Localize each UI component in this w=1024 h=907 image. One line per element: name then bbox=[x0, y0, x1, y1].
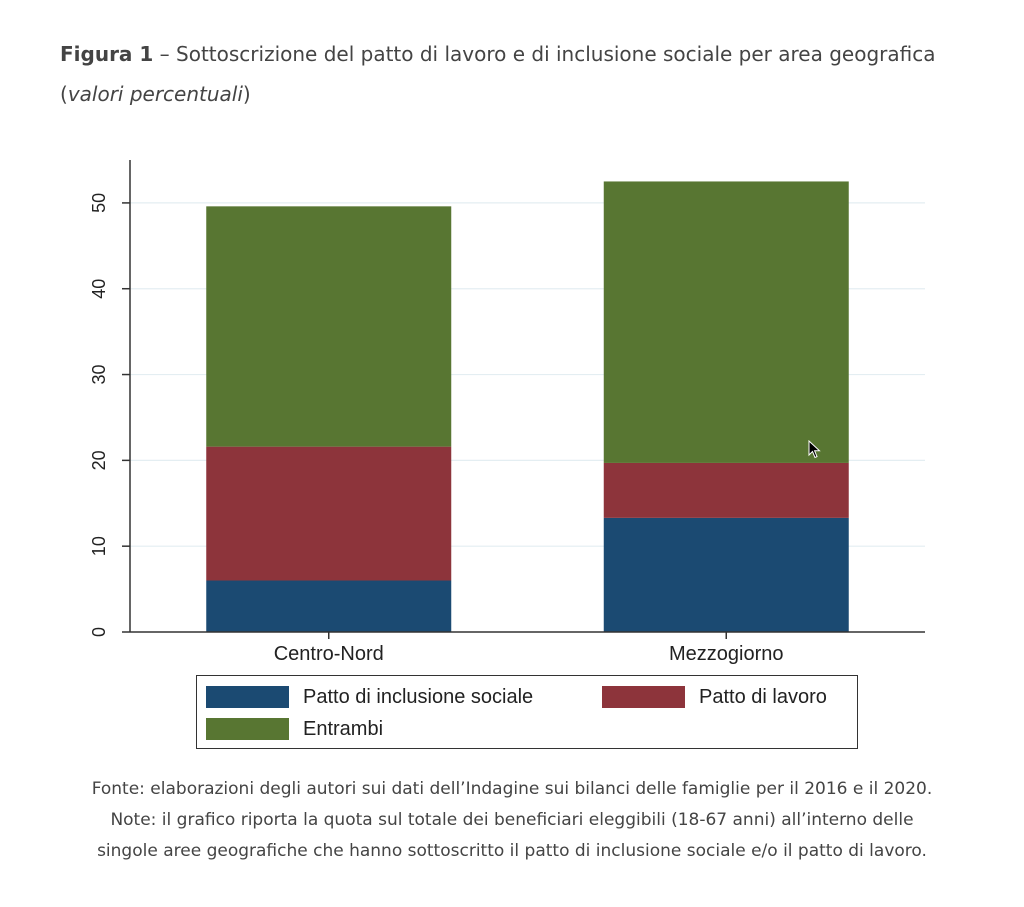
legend-label-inclusione: Patto di inclusione sociale bbox=[303, 685, 534, 708]
legend-swatch-entrambi bbox=[206, 718, 289, 740]
bar-mezzogiorno-2 bbox=[603, 181, 849, 463]
bar-centro-nord-2 bbox=[206, 206, 452, 447]
legend-swatch-lavoro bbox=[602, 686, 685, 708]
bar-centro-nord-0 bbox=[206, 580, 452, 632]
figure-title: – Sottoscrizione del patto di lavoro e d… bbox=[159, 42, 936, 66]
y-tick-label-40: 40 bbox=[89, 279, 109, 299]
bar-mezzogiorno-0 bbox=[603, 517, 849, 632]
stacked-bar-chart: 0 10 20 30 40 50 Centro-Nord Mezzogiorno bbox=[89, 160, 925, 665]
figure-caption: Figura 1 – Sottoscrizione del patto di l… bbox=[60, 34, 960, 114]
legend-item-lavoro: Patto di lavoro bbox=[602, 685, 827, 709]
source-note: Fonte: elaborazioni degli autori sui dat… bbox=[91, 779, 933, 799]
legend-label-lavoro: Patto di lavoro bbox=[699, 685, 827, 708]
x-tick-label-centro-nord: Centro-Nord bbox=[274, 643, 384, 665]
figure-subtitle: (valori percentuali) bbox=[60, 82, 251, 106]
x-tick-label-mezzogiorno: Mezzogiorno bbox=[669, 643, 784, 665]
y-tick-label-0: 0 bbox=[89, 627, 109, 637]
bar-mezzogiorno-1 bbox=[603, 462, 849, 518]
y-tick-label-50: 50 bbox=[89, 193, 109, 213]
legend-item-inclusione: Patto di inclusione sociale bbox=[206, 685, 533, 709]
chart-legend: Patto di inclusione sociale Patto di lav… bbox=[196, 675, 858, 749]
y-tick-label-30: 30 bbox=[89, 365, 109, 385]
chart-area: 0 10 20 30 40 50 Centro-Nord Mezzogiorno bbox=[65, 146, 945, 766]
figure-subtitle-text: valori percentuali bbox=[67, 82, 243, 106]
note-line-2: singole aree geografiche che hanno sotto… bbox=[97, 841, 927, 861]
note-line-1: Note: il grafico riporta la quota sul to… bbox=[110, 810, 914, 830]
legend-swatch-inclusione bbox=[206, 686, 289, 708]
figure-label: Figura 1 bbox=[60, 42, 154, 66]
mouse-cursor-icon bbox=[808, 440, 821, 459]
bar-centro-nord-1 bbox=[206, 446, 452, 581]
legend-label-entrambi: Entrambi bbox=[303, 717, 384, 740]
y-tick-label-10: 10 bbox=[89, 536, 109, 556]
legend-item-entrambi: Entrambi bbox=[206, 717, 383, 741]
figure-notes: Fonte: elaborazioni degli autori sui dat… bbox=[40, 774, 984, 867]
y-tick-label-20: 20 bbox=[89, 450, 109, 470]
